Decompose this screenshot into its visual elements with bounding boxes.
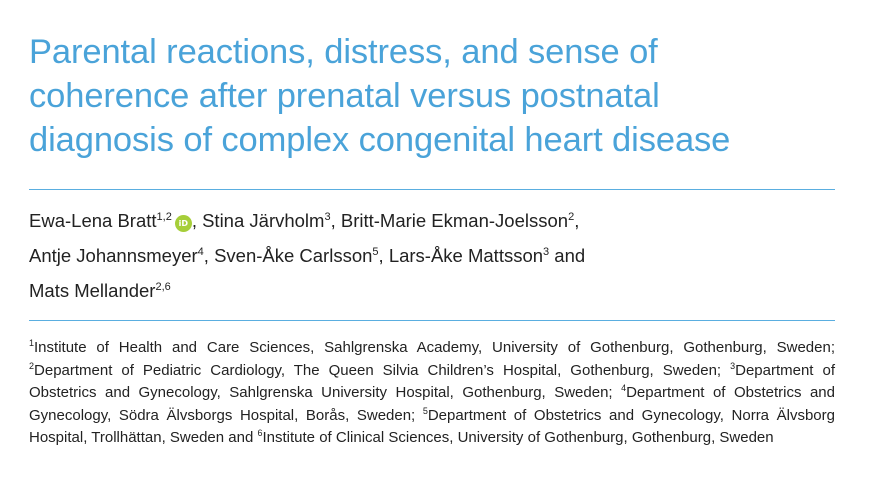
author-affiliation-sup: 3 <box>543 246 550 258</box>
affiliation-number: 1 <box>29 338 35 348</box>
affiliation-number: 6 <box>257 428 263 439</box>
affiliation-number: 2 <box>29 360 35 371</box>
affiliation-text: Department of Obstetrics and Gynecology,… <box>29 406 835 447</box>
author-name[interactable]: Mats Mellander2,6 <box>29 280 171 301</box>
author-name[interactable]: Britt-Marie Ekman-Joelsson2 <box>340 210 575 231</box>
author-separator: , <box>191 210 203 231</box>
author-list: Ewa-Lena Bratt1,2iD, Stina Järvholm3, Br… <box>29 190 835 308</box>
title-line: coherence after prenatal versus postnata… <box>29 77 660 115</box>
affiliation-number: 4 <box>621 383 627 394</box>
title-line: diagnosis of complex congenital heart di… <box>29 121 731 159</box>
divider <box>29 320 835 321</box>
author-name[interactable]: Ewa-Lena Bratt1,2 <box>29 210 172 231</box>
author-affiliation-sup: 2 <box>568 211 575 223</box>
affiliation-text: Institute of Health and Care Sciences, S… <box>34 339 835 356</box>
author-name[interactable]: Stina Järvholm3 <box>202 210 331 231</box>
author-separator: and <box>549 245 586 266</box>
affiliation-text: Department of Obstetrics and Gynecology,… <box>29 384 835 424</box>
author-affiliation-sup: 1,2 <box>156 211 172 223</box>
affiliation-text: Department of Obstetrics and Gynecology,… <box>29 361 835 402</box>
affiliation-number: 3 <box>730 360 736 371</box>
author-affiliation-sup: 2,6 <box>155 281 171 293</box>
author-separator: , <box>574 210 580 231</box>
author-affiliation-sup: 4 <box>197 246 204 258</box>
affiliation-text: Department of Pediatric Cardiology, The … <box>34 361 731 379</box>
article-header: Parental reactions, distress, and sense … <box>29 30 835 450</box>
author-name[interactable]: Antje Johannsmeyer4 <box>29 245 204 266</box>
author-separator: , <box>378 245 389 266</box>
author-separator: , <box>203 245 215 266</box>
orcid-icon[interactable]: iD <box>174 215 192 232</box>
author-name[interactable]: Sven-Åke Carlsson5 <box>214 245 379 266</box>
affiliation-text: Institute of Clinical Sciences, Universi… <box>262 429 774 447</box>
author-affiliation-sup: 5 <box>372 246 379 258</box>
author-name[interactable]: Lars-Åke Mattsson3 <box>388 245 550 266</box>
article-title: Parental reactions, distress, and sense … <box>29 30 835 162</box>
affiliation-list: 1Institute of Health and Care Sciences, … <box>29 321 835 450</box>
author-affiliation-sup: 3 <box>324 211 331 223</box>
title-line: Parental reactions, distress, and sense … <box>29 33 658 71</box>
divider <box>29 189 835 190</box>
affiliation-number: 5 <box>422 405 428 416</box>
author-separator: , <box>330 210 341 231</box>
